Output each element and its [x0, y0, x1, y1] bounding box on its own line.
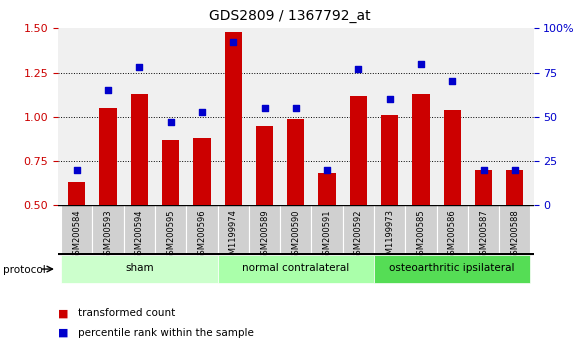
Text: GSM200595: GSM200595: [166, 209, 175, 259]
Point: [479, 167, 488, 173]
Text: ■: ■: [58, 308, 68, 318]
Bar: [61, 255, 218, 283]
Bar: [280, 205, 311, 253]
Bar: [130, 94, 148, 205]
Point: [291, 105, 300, 111]
Bar: [218, 255, 374, 283]
Text: ■: ■: [58, 328, 68, 338]
Bar: [412, 94, 430, 205]
Text: GSM200591: GSM200591: [322, 209, 332, 259]
Bar: [186, 205, 218, 253]
Bar: [506, 170, 523, 205]
Bar: [162, 140, 179, 205]
Point: [72, 167, 81, 173]
Point: [354, 66, 363, 72]
Bar: [124, 205, 155, 253]
Bar: [468, 205, 499, 253]
Bar: [155, 205, 186, 253]
Text: sham: sham: [125, 263, 154, 273]
Bar: [311, 205, 343, 253]
Bar: [92, 205, 124, 253]
Text: GSM200587: GSM200587: [479, 209, 488, 260]
Text: GSM200589: GSM200589: [260, 209, 269, 260]
Bar: [374, 255, 531, 283]
Bar: [68, 182, 85, 205]
Bar: [287, 119, 305, 205]
Text: percentile rank within the sample: percentile rank within the sample: [78, 328, 254, 338]
Point: [135, 64, 144, 70]
Text: normal contralateral: normal contralateral: [242, 263, 349, 273]
Bar: [318, 173, 336, 205]
Bar: [374, 205, 405, 253]
Text: GSM200592: GSM200592: [354, 209, 363, 259]
Bar: [193, 138, 211, 205]
Bar: [499, 205, 531, 253]
Text: transformed count: transformed count: [78, 308, 176, 318]
Bar: [224, 32, 242, 205]
Text: osteoarthritic ipsilateral: osteoarthritic ipsilateral: [390, 263, 515, 273]
Bar: [256, 126, 273, 205]
Bar: [381, 115, 398, 205]
Text: GSM200584: GSM200584: [72, 209, 81, 260]
Bar: [350, 96, 367, 205]
Bar: [249, 205, 280, 253]
Text: GSM200585: GSM200585: [416, 209, 426, 260]
Point: [416, 61, 426, 67]
Text: GSM200588: GSM200588: [510, 209, 519, 260]
Point: [385, 96, 394, 102]
Bar: [444, 110, 461, 205]
Text: GDS2809 / 1367792_at: GDS2809 / 1367792_at: [209, 9, 371, 23]
Point: [103, 87, 113, 93]
Text: GSM200596: GSM200596: [197, 209, 206, 260]
Text: GSM200593: GSM200593: [104, 209, 113, 260]
Text: protocol: protocol: [3, 265, 46, 275]
Bar: [61, 205, 92, 253]
Text: GSM1199974: GSM1199974: [229, 209, 238, 265]
Point: [510, 167, 520, 173]
Point: [260, 105, 269, 111]
Point: [166, 119, 175, 125]
Point: [197, 109, 206, 114]
Text: GSM1199973: GSM1199973: [385, 209, 394, 265]
Point: [322, 167, 332, 173]
Point: [229, 40, 238, 45]
Bar: [343, 205, 374, 253]
Text: GSM200594: GSM200594: [135, 209, 144, 259]
Bar: [405, 205, 437, 253]
Text: GSM200586: GSM200586: [448, 209, 456, 260]
Bar: [475, 170, 492, 205]
Bar: [437, 205, 468, 253]
Text: GSM200590: GSM200590: [291, 209, 300, 259]
Bar: [99, 108, 117, 205]
Bar: [218, 205, 249, 253]
Point: [448, 79, 457, 84]
